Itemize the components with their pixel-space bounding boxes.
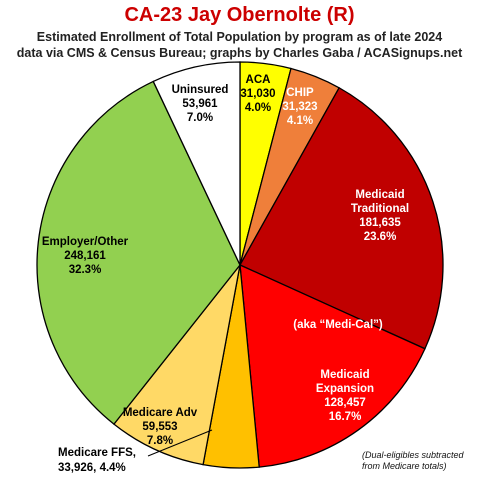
pie-slice-employer-other	[36, 80, 241, 426]
pie-slice-uninsured	[152, 61, 241, 266]
chart-subtitle-line-1: Estimated Enrollment of Total Population…	[36, 30, 443, 44]
footnote-line-2: from Medicare totals)	[362, 461, 447, 471]
data-label-medicaid-traditional: Medicaid Traditional 181,635 23.6%	[351, 189, 409, 243]
pie-slice-medicare-adv	[113, 264, 241, 466]
chart-subtitle-line-2: data via CMS & Census Bureau; graphs by …	[16, 46, 463, 60]
chart-title: CA-23 Jay Obernolte (R)	[124, 4, 355, 26]
data-label-uninsured: Uninsured 53,961 7.0%	[172, 84, 229, 124]
medi-cal-annotation: (aka “Medi-Cal”)	[293, 319, 383, 331]
data-label-medicare-adv: Medicare Adv 59,553 7.8%	[123, 407, 198, 447]
data-label-medicare-ffs: Medicare FFS, 33,926, 4.4%	[58, 447, 136, 474]
data-label-chip: CHIP 31,323 4.1%	[282, 87, 317, 127]
pie-slice-medicaid-expansion	[239, 263, 426, 468]
medicare-ffs-leader-line	[147, 429, 213, 457]
data-label-employer-other: Employer/Other 248,161 32.3%	[42, 236, 129, 276]
data-label-medicaid-expansion: Medicaid Expansion 128,457 16.7%	[316, 369, 374, 423]
pie-slice-medicaid-traditional	[239, 86, 444, 350]
footnote-line-1: (Dual-eligibles subtracted	[362, 450, 464, 460]
data-label-aca: ACA 31,030 4.0%	[240, 74, 275, 114]
footnote: (Dual-eligibles subtracted from Medicare…	[362, 450, 464, 472]
pie-slices	[36, 61, 444, 469]
